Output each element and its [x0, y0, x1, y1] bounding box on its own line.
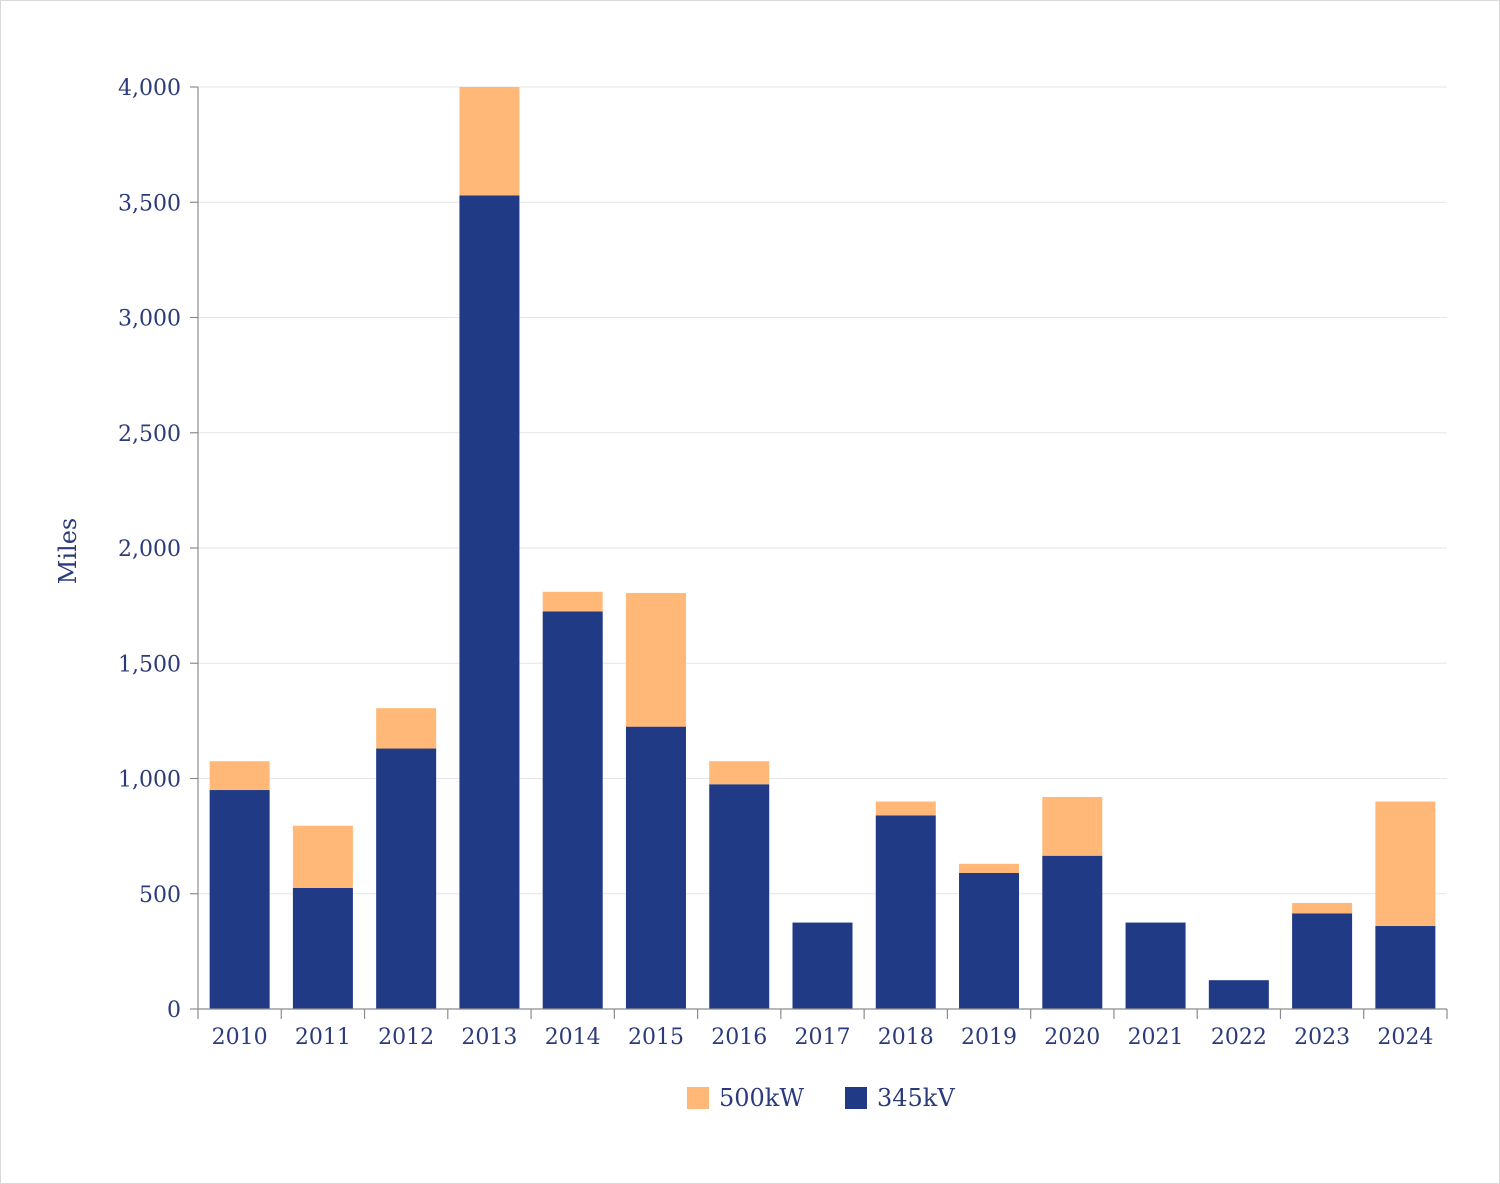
bar-500kw-2018: [875, 801, 936, 816]
x-tick-label: 2024: [1377, 1025, 1433, 1050]
bar-500kw-2010: [209, 761, 270, 791]
legend-swatch-500kw: [687, 1087, 709, 1109]
y-tick-label: 0: [167, 998, 181, 1023]
bar-345kv-2014: [542, 611, 603, 1009]
bar-345kv-2016: [709, 784, 770, 1009]
bar-345kv-2010: [209, 790, 270, 1009]
legend-label-500kw: 500kW: [719, 1084, 804, 1112]
bar-345kv-2017: [792, 922, 853, 1009]
bar-500kw-2012: [376, 708, 437, 749]
bar-345kv-2018: [875, 815, 936, 1009]
x-tick-label: 2013: [461, 1025, 517, 1050]
bar-500kw-2015: [625, 592, 686, 727]
bar-345kv-2024: [1375, 926, 1436, 1009]
legend-swatch-345kv: [845, 1087, 867, 1109]
y-tick-labels: 0 500 1,000 1,500 2,000 2,500 3,000 3,500 4,000: [118, 76, 181, 1023]
x-tick-label: 2011: [295, 1025, 351, 1050]
bar-500kw-2014: [542, 591, 603, 612]
bar-500kw-2020: [1042, 796, 1103, 856]
x-tick-labels: 2010 2011 2012 2013 2014 2015 2016 2017 2018 2019…: [212, 1025, 1434, 1050]
x-tick-label: 2021: [1128, 1025, 1184, 1050]
bar-345kv-2023: [1292, 913, 1353, 1009]
y-tick-label: 2,000: [118, 537, 181, 562]
x-tick-label: 2016: [711, 1025, 767, 1050]
bar-345kv-2013: [459, 195, 520, 1009]
x-tick-label: 2012: [378, 1025, 434, 1050]
bar-500kw-2019: [959, 863, 1020, 874]
y-tick-label: 1,500: [118, 652, 181, 677]
legend-label-345kv: 345kV: [877, 1084, 955, 1112]
bar-345kv-2011: [292, 887, 353, 1009]
bar-345kv-2019: [959, 873, 1020, 1009]
x-tick-label: 2019: [961, 1025, 1017, 1050]
x-tick-label: 2010: [212, 1025, 268, 1050]
y-tick-label: 3,000: [118, 307, 181, 332]
y-tick-label: 4,000: [118, 76, 181, 101]
x-tick-label: 2017: [795, 1025, 851, 1050]
x-tick-label: 2018: [878, 1025, 934, 1050]
bars: [209, 87, 1436, 1009]
x-tick-label: 2020: [1044, 1025, 1100, 1050]
bar-345kv-2020: [1042, 855, 1103, 1009]
y-tick-label: 3,500: [118, 191, 181, 216]
bar-500kw-2016: [709, 761, 770, 785]
x-tick-label: 2014: [545, 1025, 601, 1050]
axes: [190, 86, 1448, 1019]
bar-500kw-2013: [459, 87, 520, 196]
bar-345kv-2015: [625, 726, 686, 1009]
y-tick-label: 500: [139, 883, 181, 908]
x-tick-label: 2015: [628, 1025, 684, 1050]
legend: 500kW 345kV: [687, 1084, 955, 1112]
y-axis-title: Miles: [54, 518, 82, 584]
y-tick-label: 2,500: [118, 422, 181, 447]
bar-500kw-2011: [292, 825, 353, 888]
bar-500kw-2023: [1292, 902, 1353, 914]
bar-345kv-2021: [1125, 922, 1186, 1009]
bar-345kv-2022: [1208, 980, 1269, 1009]
x-tick-label: 2023: [1294, 1025, 1350, 1050]
bar-500kw-2024: [1375, 801, 1436, 927]
x-tick-label: 2022: [1211, 1025, 1267, 1050]
y-tick-label: 1,000: [118, 768, 181, 793]
bar-345kv-2012: [376, 748, 437, 1009]
